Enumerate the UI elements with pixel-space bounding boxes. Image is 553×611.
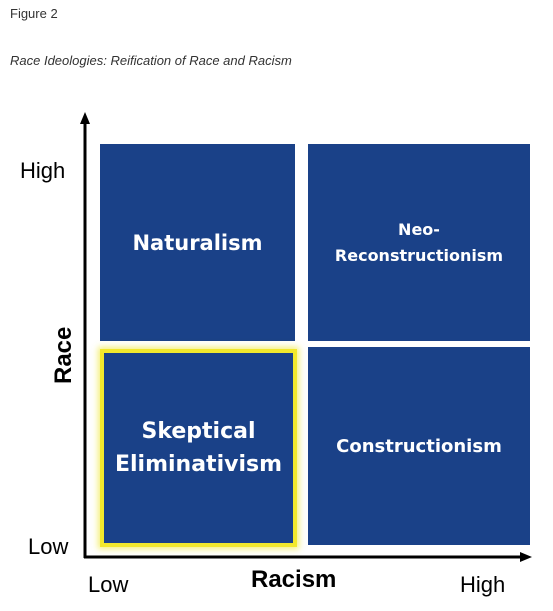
quadrant-neo-reconstructionism-label: Neo- Reconstructionism <box>334 219 504 265</box>
x-axis-low-label: Low <box>88 572 129 597</box>
figure-caption: Race Ideologies: Reification of Race and… <box>10 53 292 68</box>
y-axis-arrowhead <box>80 112 90 124</box>
quadrant-neo-reconstructionism: Neo- Reconstructionism <box>308 144 530 341</box>
x-axis-title: Racism <box>251 566 337 593</box>
y-axis-low-label: Low <box>28 534 69 559</box>
quadrant-constructionism: Constructionism <box>308 347 530 545</box>
y-axis-title: Race <box>50 326 77 384</box>
x-axis-high-label: High <box>460 572 506 597</box>
quadrant-skeptical-eliminativism: Skeptical Eliminativism <box>100 349 297 547</box>
quadrant-naturalism: Naturalism <box>100 144 295 341</box>
x-axis-arrowhead <box>520 552 532 562</box>
figure-label: Figure 2 <box>10 6 58 21</box>
quadrant-naturalism-label: Naturalism <box>132 230 263 255</box>
y-axis-high-label: High <box>20 158 66 183</box>
quadrant-skeptical-eliminativism-label: Skeptical Eliminativism <box>114 419 283 477</box>
quadrant-constructionism-label: Constructionism <box>336 435 502 457</box>
